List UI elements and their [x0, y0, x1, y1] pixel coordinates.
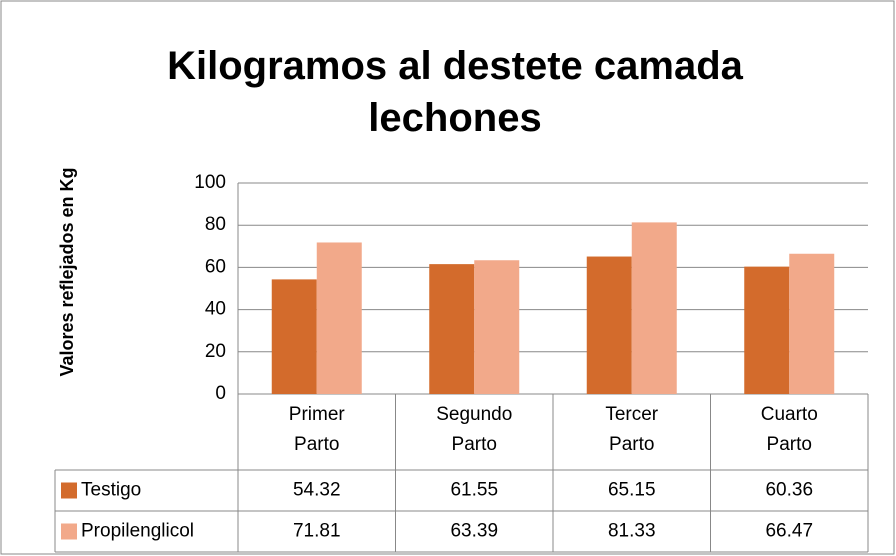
x-tick-label-box: Primer Parto — [288, 404, 345, 455]
table-value: 81.33 — [608, 521, 656, 542]
table-value: 71.81 — [293, 521, 341, 542]
bar — [789, 253, 835, 394]
table-value: 54.32 — [293, 480, 341, 501]
bar — [316, 242, 362, 394]
x-tick-label: Tercer Parto — [605, 404, 659, 455]
x-tick-label: Segundo Parto — [436, 404, 513, 455]
y-tick-label: 20 — [205, 341, 226, 362]
table-value: 61.55 — [450, 480, 498, 501]
table-value: 63.39 — [450, 521, 498, 542]
bar — [586, 256, 632, 394]
y-tick-label: 60 — [205, 256, 226, 277]
y-tick-label: 40 — [205, 299, 226, 320]
title-box: Kilogramos al destete camada lechones — [167, 44, 743, 140]
x-tick-label: Primer Parto — [288, 404, 345, 455]
legend-swatch — [61, 482, 77, 499]
bar — [744, 266, 790, 394]
chart-title: Kilogramos al destete camada lechones — [167, 44, 743, 140]
bar — [474, 260, 520, 394]
table-value: 66.47 — [765, 521, 813, 542]
x-tick-label-box: Segundo Parto — [436, 404, 513, 455]
x-tick-label-box: Tercer Parto — [605, 404, 659, 455]
x-tick-label: Cuarto Parto — [760, 404, 818, 455]
bar — [429, 264, 475, 394]
legend-label: Propilenglicol — [81, 521, 194, 542]
table-value: 60.36 — [765, 480, 813, 501]
bar — [271, 279, 317, 394]
legend-swatch — [61, 523, 77, 540]
y-tick-label: 100 — [194, 172, 226, 193]
table-value: 65.15 — [608, 480, 656, 501]
legend-label: Testigo — [81, 480, 141, 501]
y-axis-label: Valores reflejados en Kg — [57, 167, 77, 376]
y-tick-label: 0 — [215, 383, 226, 404]
y-tick-label: 80 — [205, 214, 226, 235]
x-tick-label-box: Cuarto Parto — [760, 404, 818, 455]
bar — [631, 222, 677, 394]
